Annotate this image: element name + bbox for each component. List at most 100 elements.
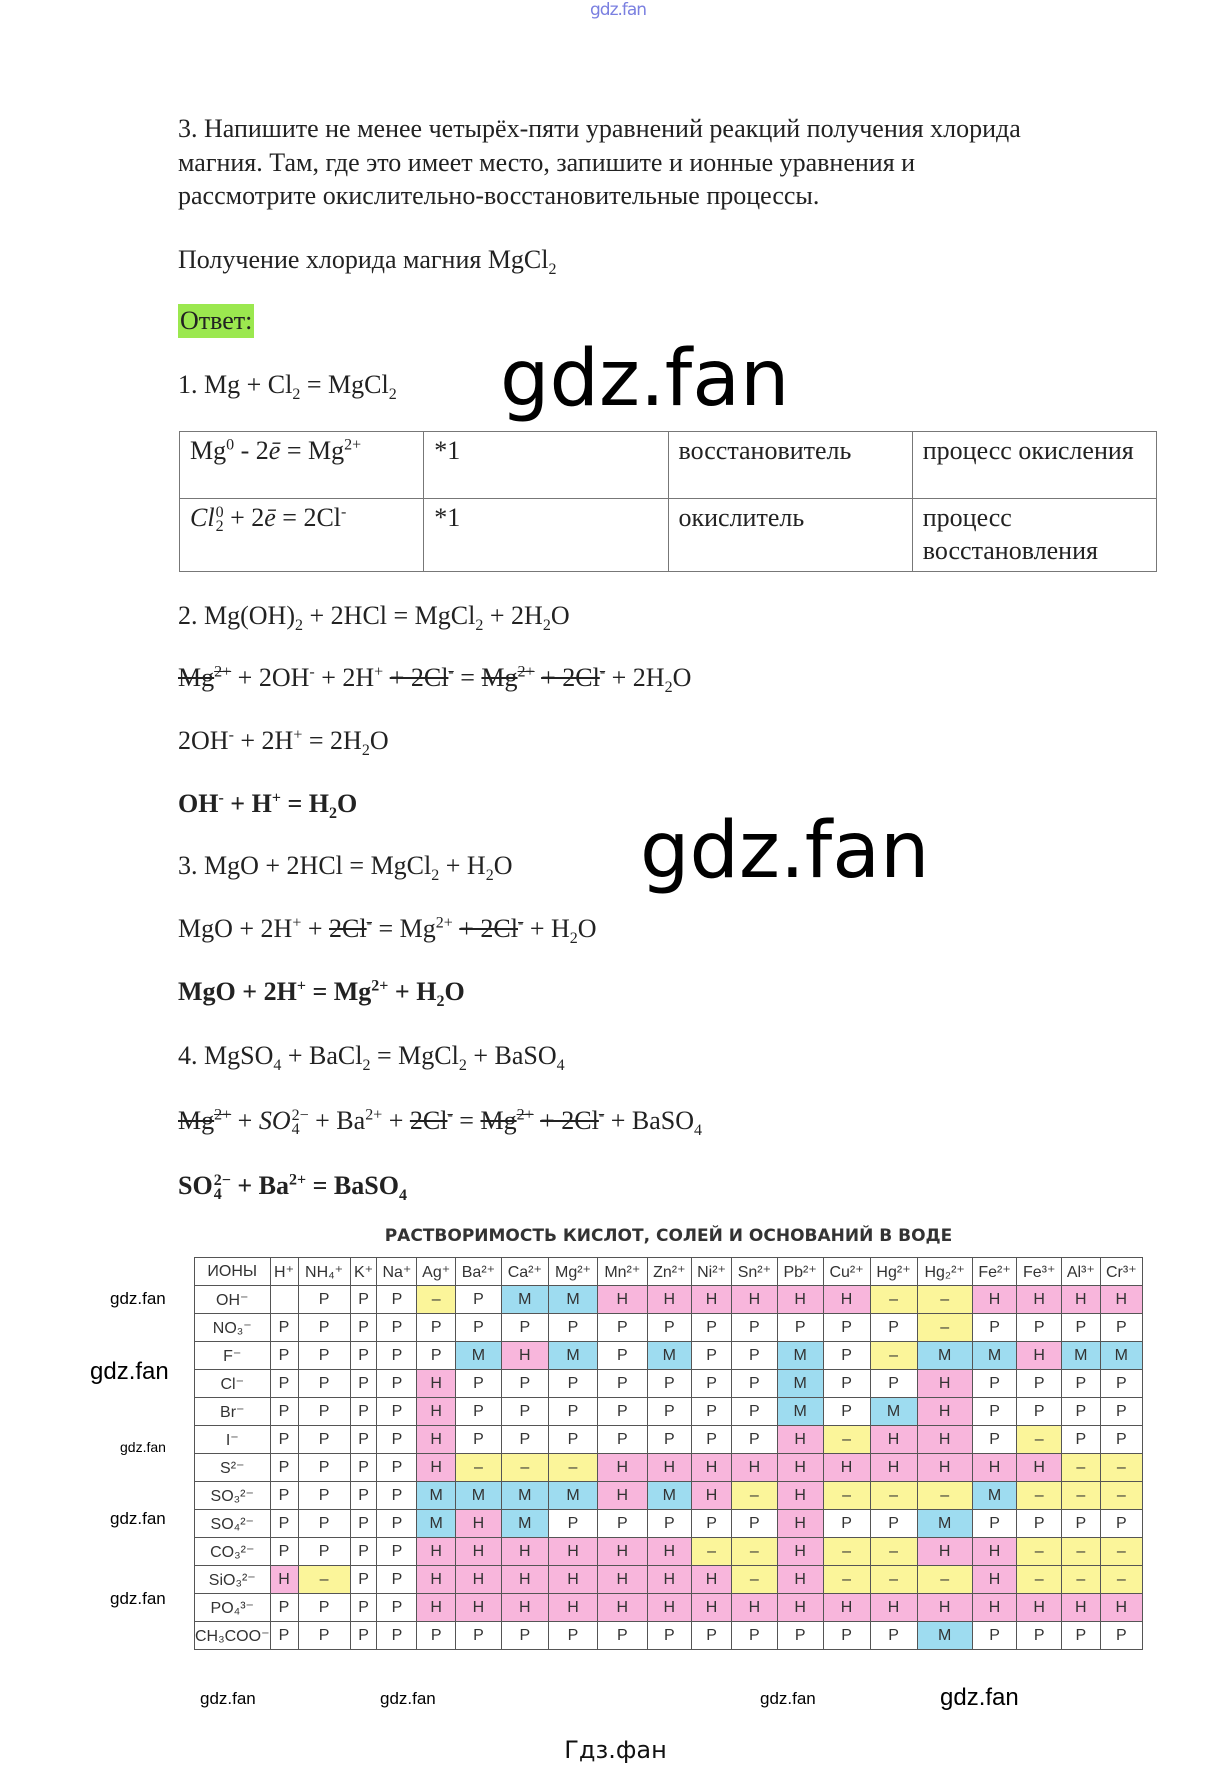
solubility-cell: Р xyxy=(297,1537,351,1566)
solubility-cell: Н xyxy=(691,1593,732,1622)
solubility-cell: Р xyxy=(269,1481,299,1510)
process: процесс окисления xyxy=(911,431,1158,499)
solubility-cell: – xyxy=(822,1425,871,1454)
solubility-cell: Р xyxy=(547,1425,599,1454)
formula-text: O xyxy=(493,851,513,880)
solubility-cell: Н xyxy=(597,1481,648,1510)
formula-text: SO xyxy=(178,1171,213,1200)
formula-text: MgO + 2H xyxy=(178,914,293,943)
question-line: магния. Там, где это имеет место, запиши… xyxy=(178,148,916,177)
cation-header: K⁺ xyxy=(349,1257,378,1286)
solubility-cell: М xyxy=(776,1341,824,1370)
anion-header: NO₃⁻ xyxy=(194,1313,271,1342)
solubility-cell: Н xyxy=(971,1453,1018,1482)
solubility-cell: Н xyxy=(916,1593,973,1622)
solubility-cell: – xyxy=(822,1481,871,1510)
anion-row: CH₃COO⁻ Р Р Р Р Р Р Р Р Р Р Р Р Р Р Р М Р Р Р Р xyxy=(194,1621,1144,1650)
footer-watermark: Гдз.фан xyxy=(564,1736,667,1764)
solubility-cell: М xyxy=(500,1481,549,1510)
struck-text: Mg xyxy=(481,663,518,692)
solubility-cell: Р xyxy=(691,1313,732,1342)
solubility-cell: Н xyxy=(597,1593,648,1622)
solubility-cell: Р xyxy=(349,1621,378,1650)
charge: 0 xyxy=(215,504,224,522)
solubility-cell: – xyxy=(730,1481,778,1510)
struck-text: + 2Cl xyxy=(541,663,600,692)
solubility-cell: Р xyxy=(416,1621,457,1650)
cation-header: Sn²⁺ xyxy=(730,1257,778,1286)
solubility-cell: Р xyxy=(547,1369,599,1398)
struck-text: + 2Cl xyxy=(459,914,518,943)
process: процесс восстановления xyxy=(911,498,1158,572)
subscript: 2 xyxy=(664,679,673,697)
solubility-cell: Н xyxy=(971,1285,1018,1314)
formula-text: ē xyxy=(268,436,281,465)
cation-header: Ba²⁺ xyxy=(455,1257,502,1286)
solubility-cell: Р xyxy=(349,1341,378,1370)
equation: MgO + 2H+ + 2Cl- = Mg2+ + 2Cl- + H2O xyxy=(178,913,597,947)
formula-text: O xyxy=(337,789,358,818)
solubility-cell: Р xyxy=(730,1313,778,1342)
solubility-cell: М xyxy=(416,1509,457,1538)
anion-row: SiO₃²⁻ Н – Р Р Н Н Н Н Н Н Н – Н – – – Н – – – xyxy=(194,1565,1144,1594)
solubility-cell: Н xyxy=(1016,1453,1062,1482)
solubility-cell: – xyxy=(1061,1565,1101,1594)
solubility-cell: Р xyxy=(269,1621,299,1650)
watermark-small: gdz.fan xyxy=(760,1689,816,1708)
anion-header: OH⁻ xyxy=(194,1285,271,1314)
solubility-cell: Н xyxy=(776,1537,824,1566)
solubility-cell: Н xyxy=(597,1453,648,1482)
solubility-cell: Р xyxy=(597,1397,648,1426)
subtitle: Получение хлорида магния MgCl2 xyxy=(178,244,557,278)
solubility-cell: Р xyxy=(376,1313,418,1342)
solubility-cell: Р xyxy=(597,1621,648,1650)
subscript: 2 xyxy=(475,617,484,635)
formula-text: = MgCl xyxy=(370,1041,459,1070)
solubility-cell: – xyxy=(822,1565,871,1594)
anion-header: Cl⁻ xyxy=(194,1369,271,1398)
solubility-cell: Р xyxy=(297,1369,351,1398)
formula-text: = H xyxy=(280,789,329,818)
anion-header: SiO₃²⁻ xyxy=(194,1565,271,1594)
solubility-cell: – xyxy=(1016,1537,1062,1566)
superscript: + xyxy=(296,977,306,995)
solubility-cell: Р xyxy=(269,1341,299,1370)
solubility-cell: Н xyxy=(1016,1593,1062,1622)
solubility-cell: Р xyxy=(971,1509,1018,1538)
solubility-cell: Н xyxy=(416,1425,457,1454)
solubility-cell: М xyxy=(547,1341,599,1370)
solubility-cell: Р xyxy=(597,1341,648,1370)
anion-row: SO₄²⁻ Р Р Р Р М Н М Р Р Р Р Р Н Р Р М Р Р Р Р xyxy=(194,1509,1144,1538)
solubility-cell: Р xyxy=(971,1425,1018,1454)
solubility-cell: Р xyxy=(547,1313,599,1342)
equation: 2OH- + 2H+ = 2H2O xyxy=(178,725,389,759)
struck-superscript: 2+ xyxy=(517,663,535,681)
redox-table: Mg0 - 2ē = Mg2+ *1 восстановитель процес… xyxy=(178,431,1158,572)
solubility-cell: Р xyxy=(376,1285,418,1314)
equation: SO 2− 4 + Ba2+ = BaSO4 xyxy=(178,1170,407,1204)
solubility-cell: М xyxy=(1099,1341,1144,1370)
solubility-cell: Р xyxy=(269,1593,299,1622)
solubility-cell: Р xyxy=(971,1369,1018,1398)
solubility-cell: Р xyxy=(822,1397,871,1426)
corner-cell: ИОНЫ xyxy=(194,1257,271,1286)
solubility-cell: Н xyxy=(646,1593,693,1622)
solubility-cell: Р xyxy=(1099,1621,1144,1650)
solubility-cell: Н xyxy=(416,1537,457,1566)
solubility-cell xyxy=(269,1285,299,1314)
solubility-cell: – xyxy=(730,1537,778,1566)
solubility-cell: – xyxy=(869,1565,918,1594)
solubility-cell: Р xyxy=(297,1313,351,1342)
solubility-cell: Р xyxy=(1016,1369,1062,1398)
solubility-cell: Р xyxy=(822,1621,871,1650)
solubility-cell: Р xyxy=(349,1369,378,1398)
superscript: + xyxy=(292,914,302,932)
half-reaction: Cl 0 2 + 2ē = 2Cl- xyxy=(178,498,425,572)
solubility-cell: Р xyxy=(1061,1369,1101,1398)
solubility-cell: Р xyxy=(1061,1425,1101,1454)
formula-text: 1. Mg + Cl xyxy=(178,370,293,399)
solubility-cell: Р xyxy=(376,1397,418,1426)
solubility-cell: Н xyxy=(416,1397,457,1426)
formula-text: MgO + 2H xyxy=(178,977,297,1006)
